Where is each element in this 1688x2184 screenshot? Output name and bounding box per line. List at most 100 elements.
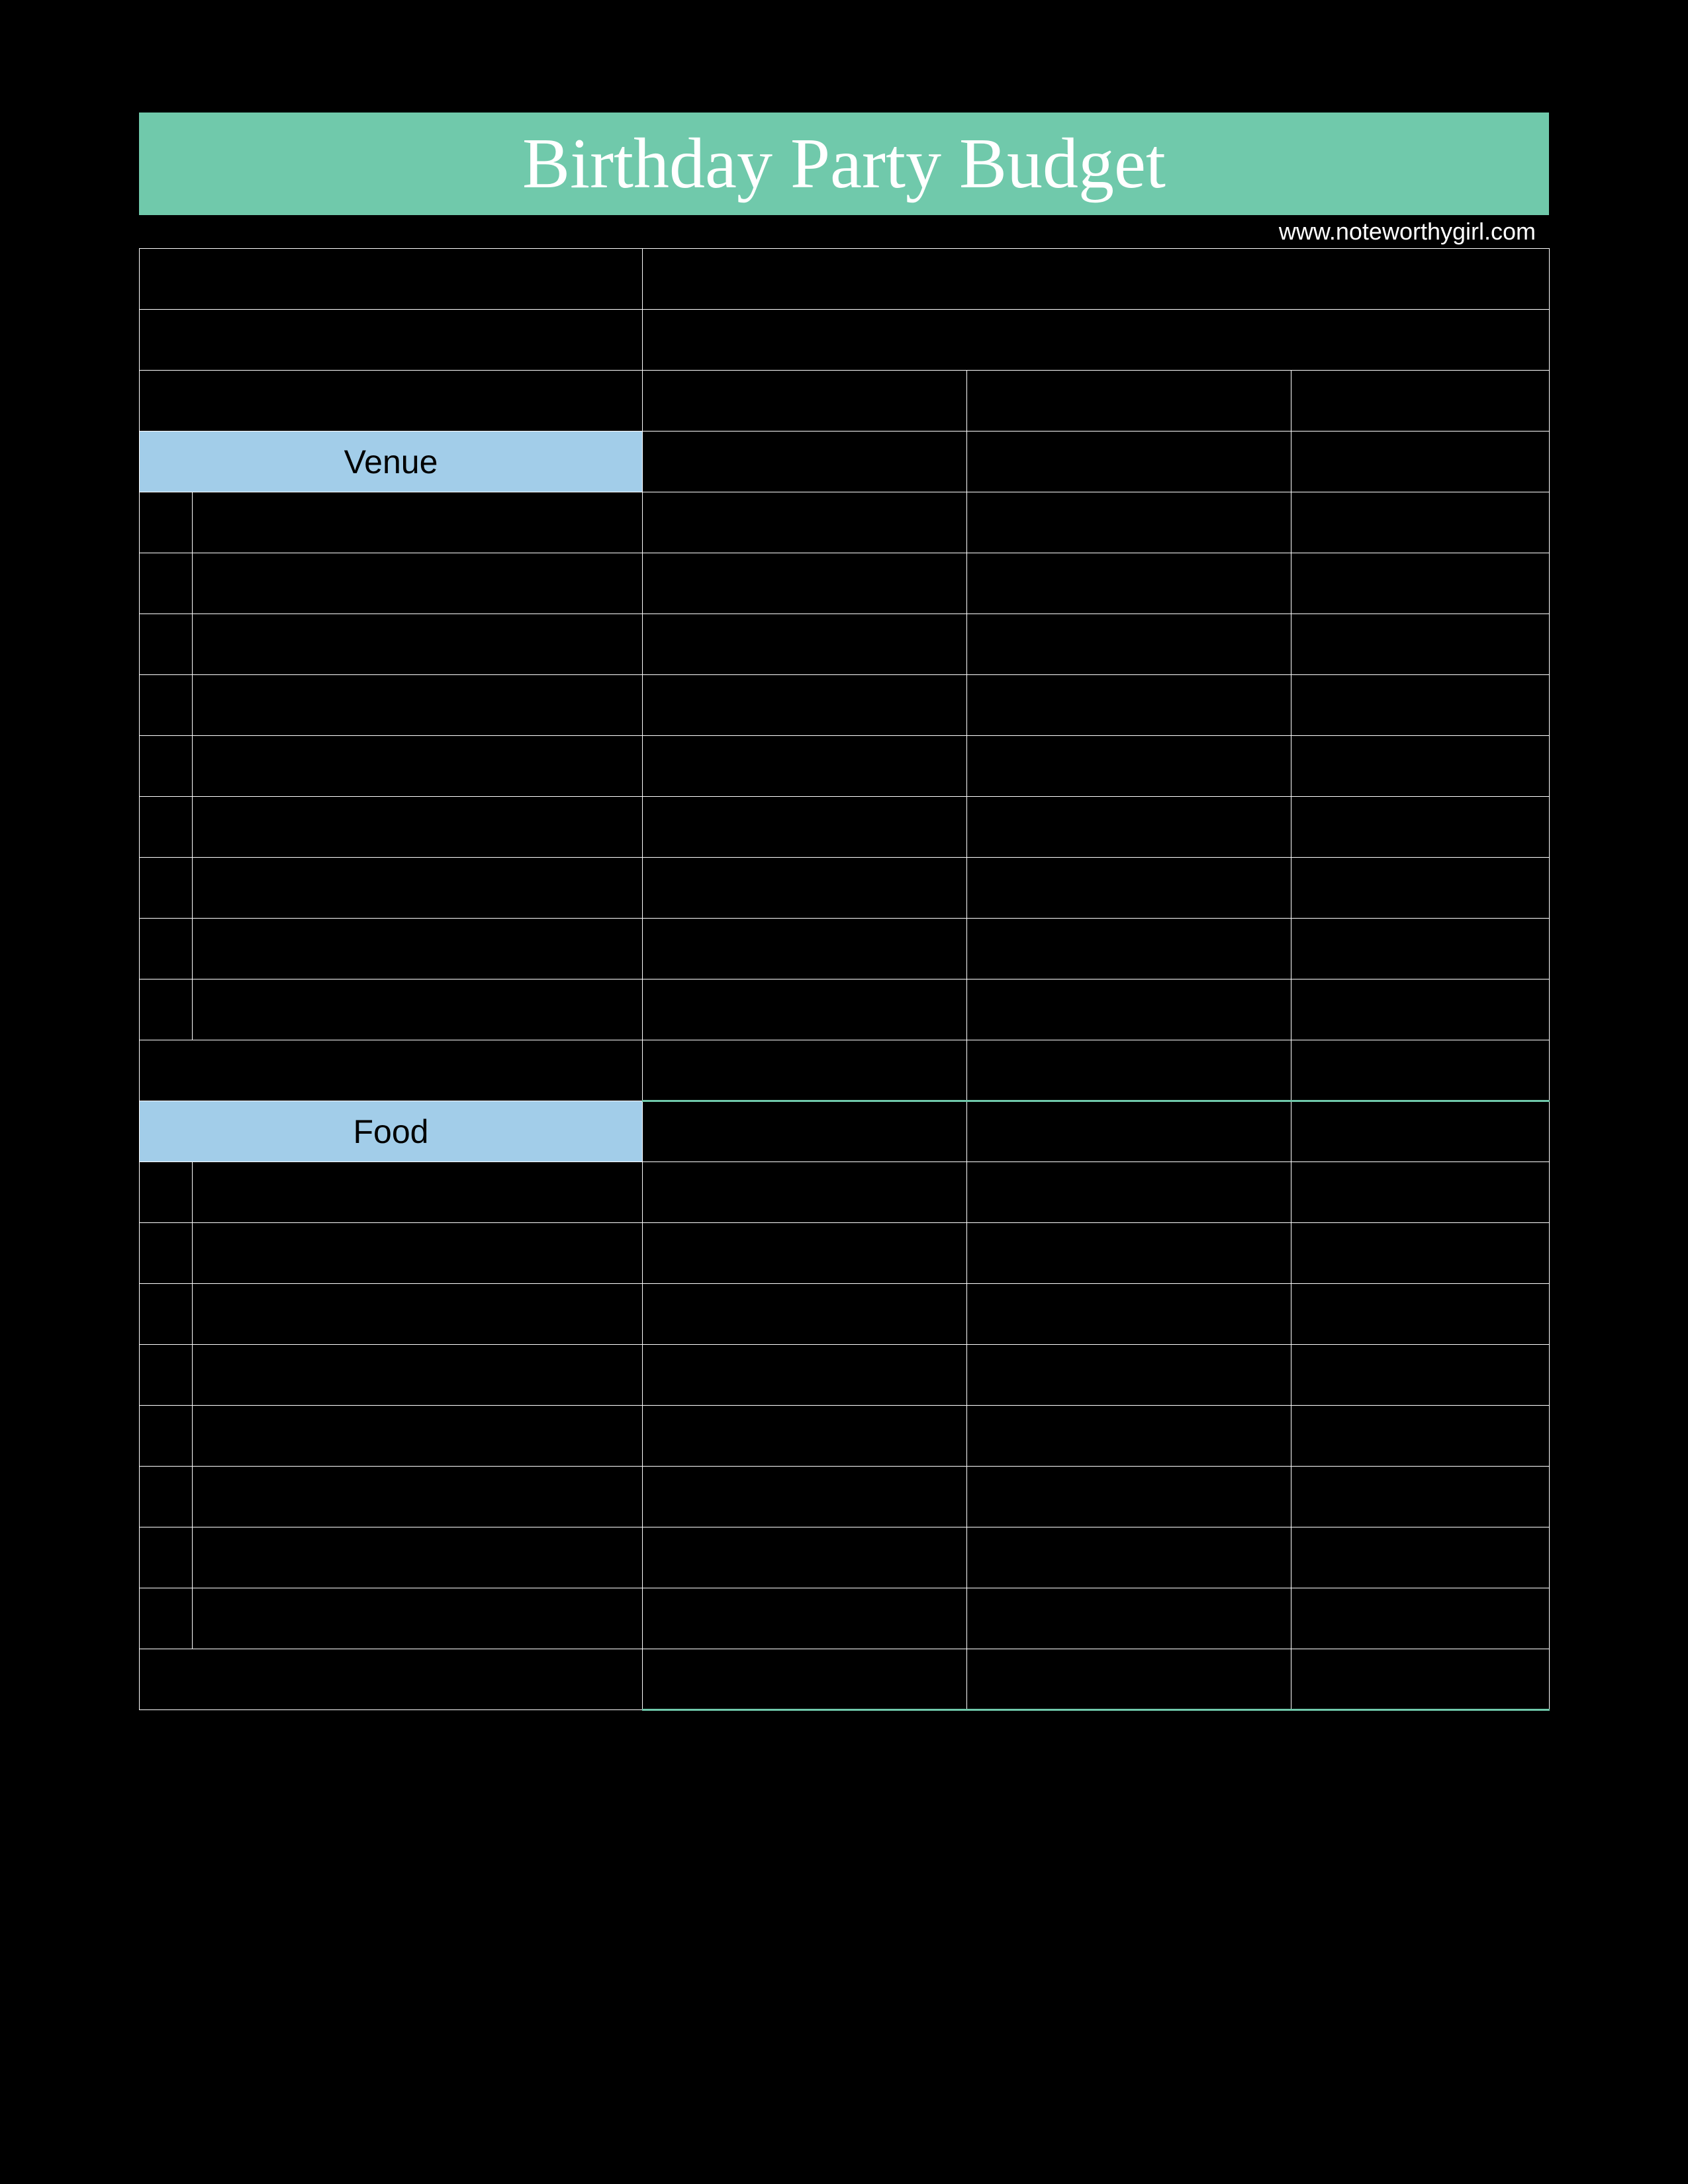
row-cell <box>967 553 1291 614</box>
table-row <box>140 675 1550 736</box>
section-header-row: Food <box>140 1101 1550 1162</box>
row-cell <box>1291 492 1550 553</box>
row-index <box>140 736 193 797</box>
row-cell <box>643 1467 967 1527</box>
row-index <box>140 1588 193 1649</box>
table-row <box>140 1467 1550 1527</box>
table-row <box>140 736 1550 797</box>
page-title: Birthday Party Budget <box>522 123 1166 205</box>
budget-table: Venue Food <box>139 248 1550 1711</box>
row-index <box>140 858 193 919</box>
subtotal-cell <box>1291 1649 1550 1710</box>
subtotal-cell <box>967 1649 1291 1710</box>
row-item <box>193 1467 643 1527</box>
row-cell <box>967 614 1291 675</box>
row-cell <box>643 675 967 736</box>
row-index <box>140 919 193 979</box>
row-item <box>193 736 643 797</box>
summary-row <box>140 310 1550 371</box>
row-index <box>140 1345 193 1406</box>
row-cell <box>1291 919 1550 979</box>
table-row <box>140 1223 1550 1284</box>
row-item <box>193 858 643 919</box>
row-index <box>140 614 193 675</box>
row-cell <box>643 614 967 675</box>
section-header-cell <box>643 432 967 492</box>
section-header-food: Food <box>140 1101 643 1162</box>
row-cell <box>643 979 967 1040</box>
row-cell <box>967 919 1291 979</box>
row-cell <box>643 553 967 614</box>
row-cell <box>1291 979 1550 1040</box>
row-cell <box>1291 614 1550 675</box>
table-row <box>140 979 1550 1040</box>
table-row <box>140 1162 1550 1223</box>
row-item <box>193 553 643 614</box>
column-header <box>967 371 1291 432</box>
summary-row <box>140 249 1550 310</box>
row-item <box>193 1406 643 1467</box>
row-item <box>193 492 643 553</box>
url-row: www.noteworthygirl.com <box>139 215 1549 248</box>
table-row <box>140 858 1550 919</box>
summary-value <box>643 310 1550 371</box>
row-cell <box>1291 797 1550 858</box>
row-cell <box>1291 736 1550 797</box>
row-cell <box>643 919 967 979</box>
row-cell <box>967 492 1291 553</box>
section-subtotal-row <box>140 1040 1550 1101</box>
column-header <box>1291 371 1550 432</box>
row-cell <box>967 1467 1291 1527</box>
row-cell <box>967 1406 1291 1467</box>
row-item <box>193 1162 643 1223</box>
summary-label <box>140 310 643 371</box>
row-item <box>193 614 643 675</box>
column-header <box>140 371 643 432</box>
row-item <box>193 1345 643 1406</box>
row-cell <box>643 797 967 858</box>
row-cell <box>1291 675 1550 736</box>
row-index <box>140 1527 193 1588</box>
row-cell <box>1291 1527 1550 1588</box>
section-header-cell <box>643 1101 967 1162</box>
row-index <box>140 675 193 736</box>
summary-value <box>643 249 1550 310</box>
section-header-cell <box>1291 1101 1550 1162</box>
section-header-cell <box>1291 432 1550 492</box>
row-cell <box>643 1162 967 1223</box>
row-index <box>140 553 193 614</box>
subtotal-cell <box>643 1040 967 1101</box>
row-cell <box>643 1527 967 1588</box>
row-item <box>193 1588 643 1649</box>
subtotal-label <box>140 1649 643 1710</box>
table-row <box>140 1406 1550 1467</box>
row-index <box>140 1284 193 1345</box>
row-index <box>140 492 193 553</box>
row-cell <box>1291 1284 1550 1345</box>
row-cell <box>967 1284 1291 1345</box>
row-cell <box>967 1345 1291 1406</box>
row-cell <box>967 1527 1291 1588</box>
section-header-row: Venue <box>140 432 1550 492</box>
row-item <box>193 1527 643 1588</box>
section-header-cell <box>967 432 1291 492</box>
row-cell <box>643 1223 967 1284</box>
row-cell <box>1291 1162 1550 1223</box>
table-row <box>140 919 1550 979</box>
row-cell <box>1291 1223 1550 1284</box>
table-row <box>140 1588 1550 1649</box>
row-cell <box>643 858 967 919</box>
row-cell <box>967 1588 1291 1649</box>
table-row <box>140 1284 1550 1345</box>
table-row <box>140 614 1550 675</box>
row-item <box>193 979 643 1040</box>
row-index <box>140 797 193 858</box>
table-row <box>140 1345 1550 1406</box>
row-cell <box>1291 553 1550 614</box>
budget-sheet: Birthday Party Budget www.noteworthygirl… <box>139 113 1549 1711</box>
row-cell <box>643 1406 967 1467</box>
row-index <box>140 979 193 1040</box>
row-cell <box>967 1223 1291 1284</box>
table-row <box>140 553 1550 614</box>
row-cell <box>643 1345 967 1406</box>
